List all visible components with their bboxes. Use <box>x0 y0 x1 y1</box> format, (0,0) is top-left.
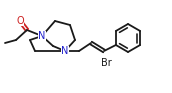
Text: O: O <box>16 16 24 26</box>
Text: N: N <box>61 46 69 56</box>
Text: Br: Br <box>101 58 111 68</box>
Text: N: N <box>38 31 46 41</box>
